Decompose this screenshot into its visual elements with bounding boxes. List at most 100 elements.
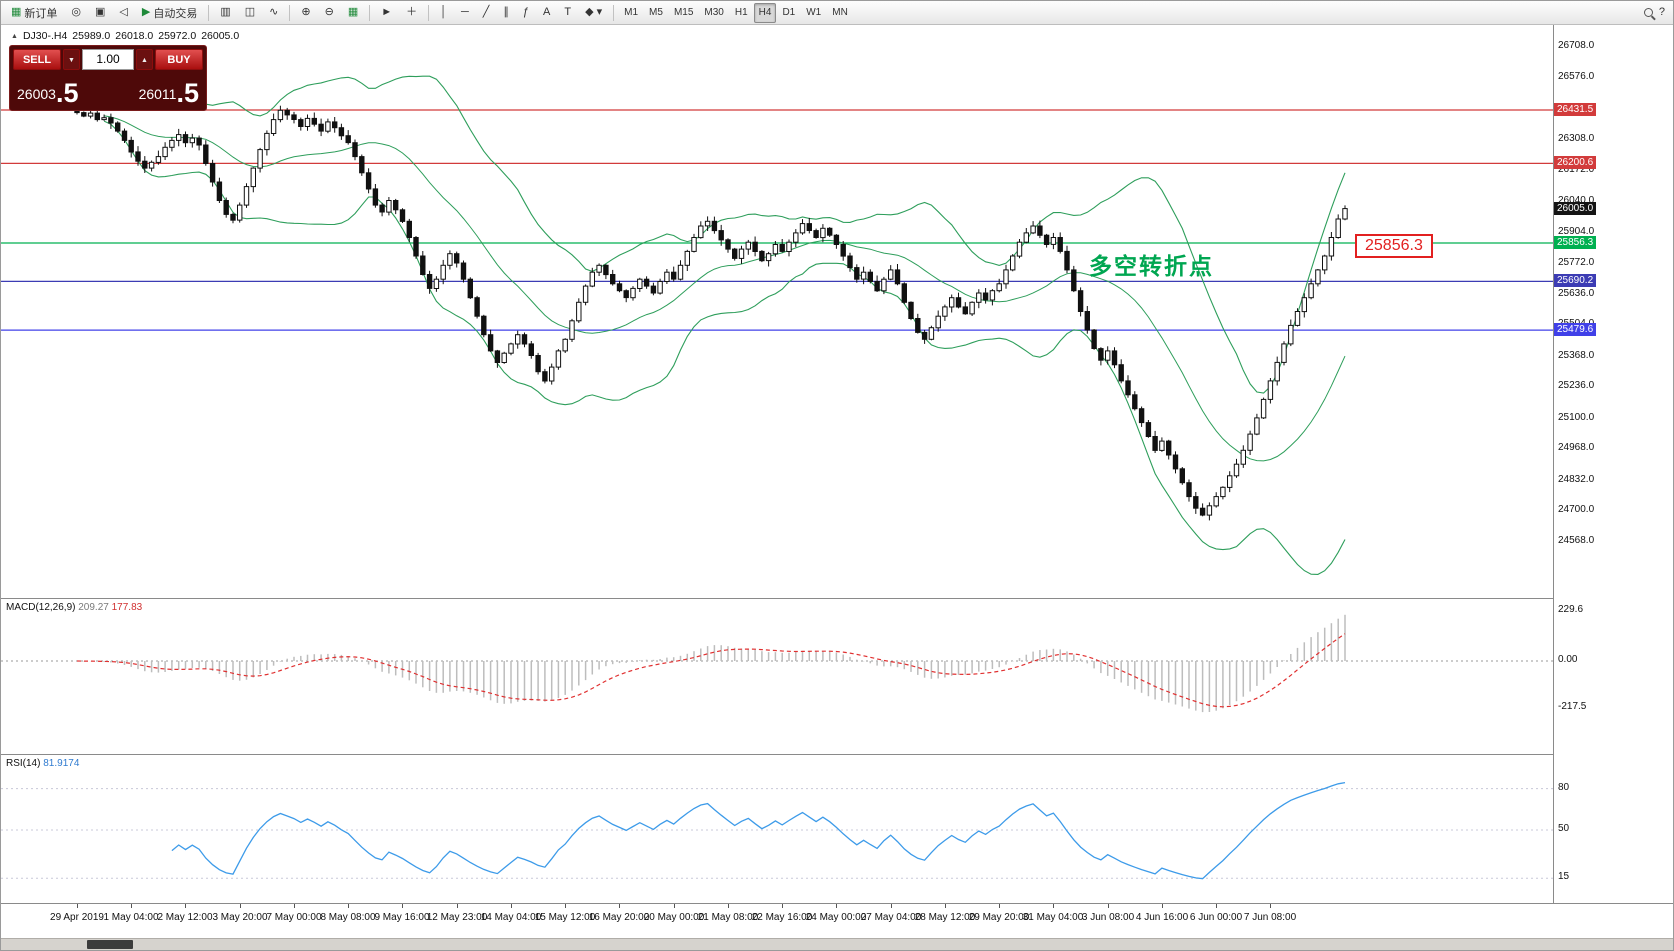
hline-tool-button[interactable]: ─ bbox=[455, 1, 475, 24]
time-tick bbox=[782, 904, 783, 908]
volume-up-button[interactable]: ▲ bbox=[136, 49, 153, 70]
time-tick bbox=[457, 904, 458, 908]
time-label: 14 May 04:00 bbox=[480, 912, 542, 923]
bar-chart-icon: ▥ bbox=[220, 6, 231, 18]
channel-tool-button[interactable]: ∥ bbox=[497, 1, 515, 24]
new-order-button[interactable]: ▦ 新订单 bbox=[5, 1, 63, 24]
rsi-axis-label: 15 bbox=[1558, 871, 1570, 882]
macd-panel[interactable]: MACD(12,26,9) 209.27 177.83 bbox=[1, 598, 1553, 754]
timeframe-m5[interactable]: M5 bbox=[649, 6, 663, 18]
timeframe-d1[interactable]: D1 bbox=[782, 6, 796, 18]
time-label: 28 May 12:00 bbox=[914, 912, 976, 923]
rsi-axis-label: 50 bbox=[1558, 823, 1570, 834]
cursor-button[interactable]: ► bbox=[375, 1, 398, 24]
timeframe-m30[interactable]: M30 bbox=[704, 6, 724, 18]
timeframe-w1[interactable]: W1 bbox=[806, 6, 822, 18]
price-tick: 24700.0 bbox=[1558, 504, 1595, 515]
current-price-tag: 26005.0 bbox=[1554, 202, 1597, 215]
sell-price[interactable]: 26003 .5 bbox=[17, 78, 79, 108]
vline-tool-button[interactable]: │ bbox=[434, 1, 453, 24]
time-tick bbox=[240, 904, 241, 908]
shapes-dropdown-button[interactable]: ◆ ▾ bbox=[579, 1, 608, 24]
volume-down-button[interactable]: ▼ bbox=[63, 49, 80, 70]
timeframe-m15[interactable]: M15 bbox=[673, 6, 694, 18]
time-tick bbox=[348, 904, 349, 908]
timeframe-h1[interactable]: H1 bbox=[734, 6, 748, 18]
time-tick bbox=[77, 904, 78, 908]
macd-signal-value: 177.83 bbox=[111, 602, 143, 613]
tile-windows-button[interactable]: ▦ bbox=[342, 1, 364, 24]
time-label: 20 May 00:00 bbox=[643, 912, 705, 923]
profiles-icon: ▣ bbox=[95, 6, 106, 18]
horizontal-scrollbar[interactable] bbox=[1, 938, 1673, 950]
time-tick bbox=[565, 904, 566, 908]
collapse-panel-icon[interactable]: ▲ bbox=[11, 32, 18, 40]
price-tick: 24568.0 bbox=[1558, 535, 1595, 546]
time-tick bbox=[891, 904, 892, 908]
zoom-in-button[interactable]: ⊕ bbox=[295, 1, 316, 24]
price-tick: 26040.0 bbox=[1558, 195, 1595, 206]
time-tick bbox=[1108, 904, 1109, 908]
macd-axis-label: 229.6 bbox=[1558, 604, 1584, 615]
toolbar-right: ? bbox=[1643, 6, 1671, 18]
horizontal-line-icon: ─ bbox=[461, 6, 469, 18]
profiles-button[interactable]: ▣ bbox=[89, 1, 111, 24]
price-axis-border bbox=[1553, 25, 1554, 938]
cursor-icon: ► bbox=[381, 6, 393, 18]
zoom-in-icon: ⊕ bbox=[301, 6, 311, 18]
separator bbox=[289, 4, 291, 21]
time-label: 15 May 12:00 bbox=[534, 912, 596, 923]
main-chart[interactable] bbox=[1, 25, 1553, 598]
buy-button[interactable]: BUY bbox=[155, 49, 203, 70]
help-icon[interactable]: ? bbox=[1658, 6, 1665, 18]
timeframe-mn[interactable]: MN bbox=[832, 6, 848, 18]
volume-input[interactable]: 1.00 bbox=[82, 49, 134, 70]
search-icon[interactable] bbox=[1643, 8, 1653, 17]
price-tick: 24832.0 bbox=[1558, 474, 1595, 485]
time-tick bbox=[1270, 904, 1271, 908]
price-level-tag: 26431.5 bbox=[1554, 103, 1597, 116]
zoom-out-icon: ⊖ bbox=[324, 6, 334, 18]
scrollbar-thumb[interactable] bbox=[87, 940, 133, 949]
rsi-label: RSI(14) 81.9174 bbox=[6, 758, 80, 769]
time-label: 7 May 00:00 bbox=[266, 912, 322, 923]
buy-price[interactable]: 26011 .5 bbox=[138, 78, 199, 108]
time-label: 6 Jun 00:00 bbox=[1189, 912, 1243, 923]
time-axis[interactable]: 29 Apr 2019 1 May 04:00 2 May 12:00 3 May 2… bbox=[1, 903, 1673, 938]
text-tool-button[interactable]: A bbox=[537, 1, 556, 24]
bar-chart-button[interactable]: ▥ bbox=[214, 1, 236, 24]
line-chart-button[interactable]: ∿ bbox=[263, 1, 284, 24]
fibonacci-tool-button[interactable]: ƒ bbox=[517, 1, 535, 24]
crosshair-button[interactable]: ＋ bbox=[400, 1, 423, 24]
chevron-down-icon: ▾ bbox=[596, 6, 603, 18]
macd-label: MACD(12,26,9) 209.27 177.83 bbox=[6, 602, 143, 613]
macd-main-value: 209.27 bbox=[78, 602, 109, 613]
timeframe-h4[interactable]: H4 bbox=[753, 2, 777, 23]
trendline-tool-button[interactable]: ╱ bbox=[477, 1, 496, 24]
time-label: 1 May 04:00 bbox=[103, 912, 159, 923]
ohlc-close: 26005.0 bbox=[201, 30, 240, 42]
candle-chart-icon: ◫ bbox=[244, 6, 256, 18]
sell-button[interactable]: SELL bbox=[13, 49, 61, 70]
market-watch-button[interactable]: ◎ bbox=[65, 1, 87, 24]
play-icon: ▶ bbox=[141, 6, 151, 18]
zoom-out-button[interactable]: ⊖ bbox=[319, 1, 340, 24]
time-label: 21 May 08:00 bbox=[697, 912, 759, 923]
autotrading-button[interactable]: ▶ 自动交易 bbox=[136, 1, 203, 24]
line-chart-icon: ∿ bbox=[269, 6, 279, 18]
alerts-button[interactable]: ◁ bbox=[113, 1, 133, 24]
time-label: 2 May 12:00 bbox=[157, 912, 213, 923]
rsi-panel[interactable]: RSI(14) 81.9174 bbox=[1, 754, 1553, 903]
candle-chart-button[interactable]: ◫ bbox=[239, 1, 261, 24]
price-level-tag: 25690.2 bbox=[1554, 274, 1597, 287]
timeframe-m1[interactable]: M1 bbox=[624, 6, 639, 18]
ohlc-open: 25989.0 bbox=[72, 30, 111, 42]
time-label: 3 Jun 08:00 bbox=[1081, 912, 1135, 923]
price-tick: 26308.0 bbox=[1558, 133, 1595, 144]
channel-icon: ∥ bbox=[503, 6, 509, 18]
price-tick: 24968.0 bbox=[1558, 442, 1595, 453]
label-tool-button[interactable]: T bbox=[558, 1, 577, 24]
price-callout-label[interactable]: 25856.3 bbox=[1355, 234, 1433, 258]
price-tick: 25236.0 bbox=[1558, 380, 1595, 391]
